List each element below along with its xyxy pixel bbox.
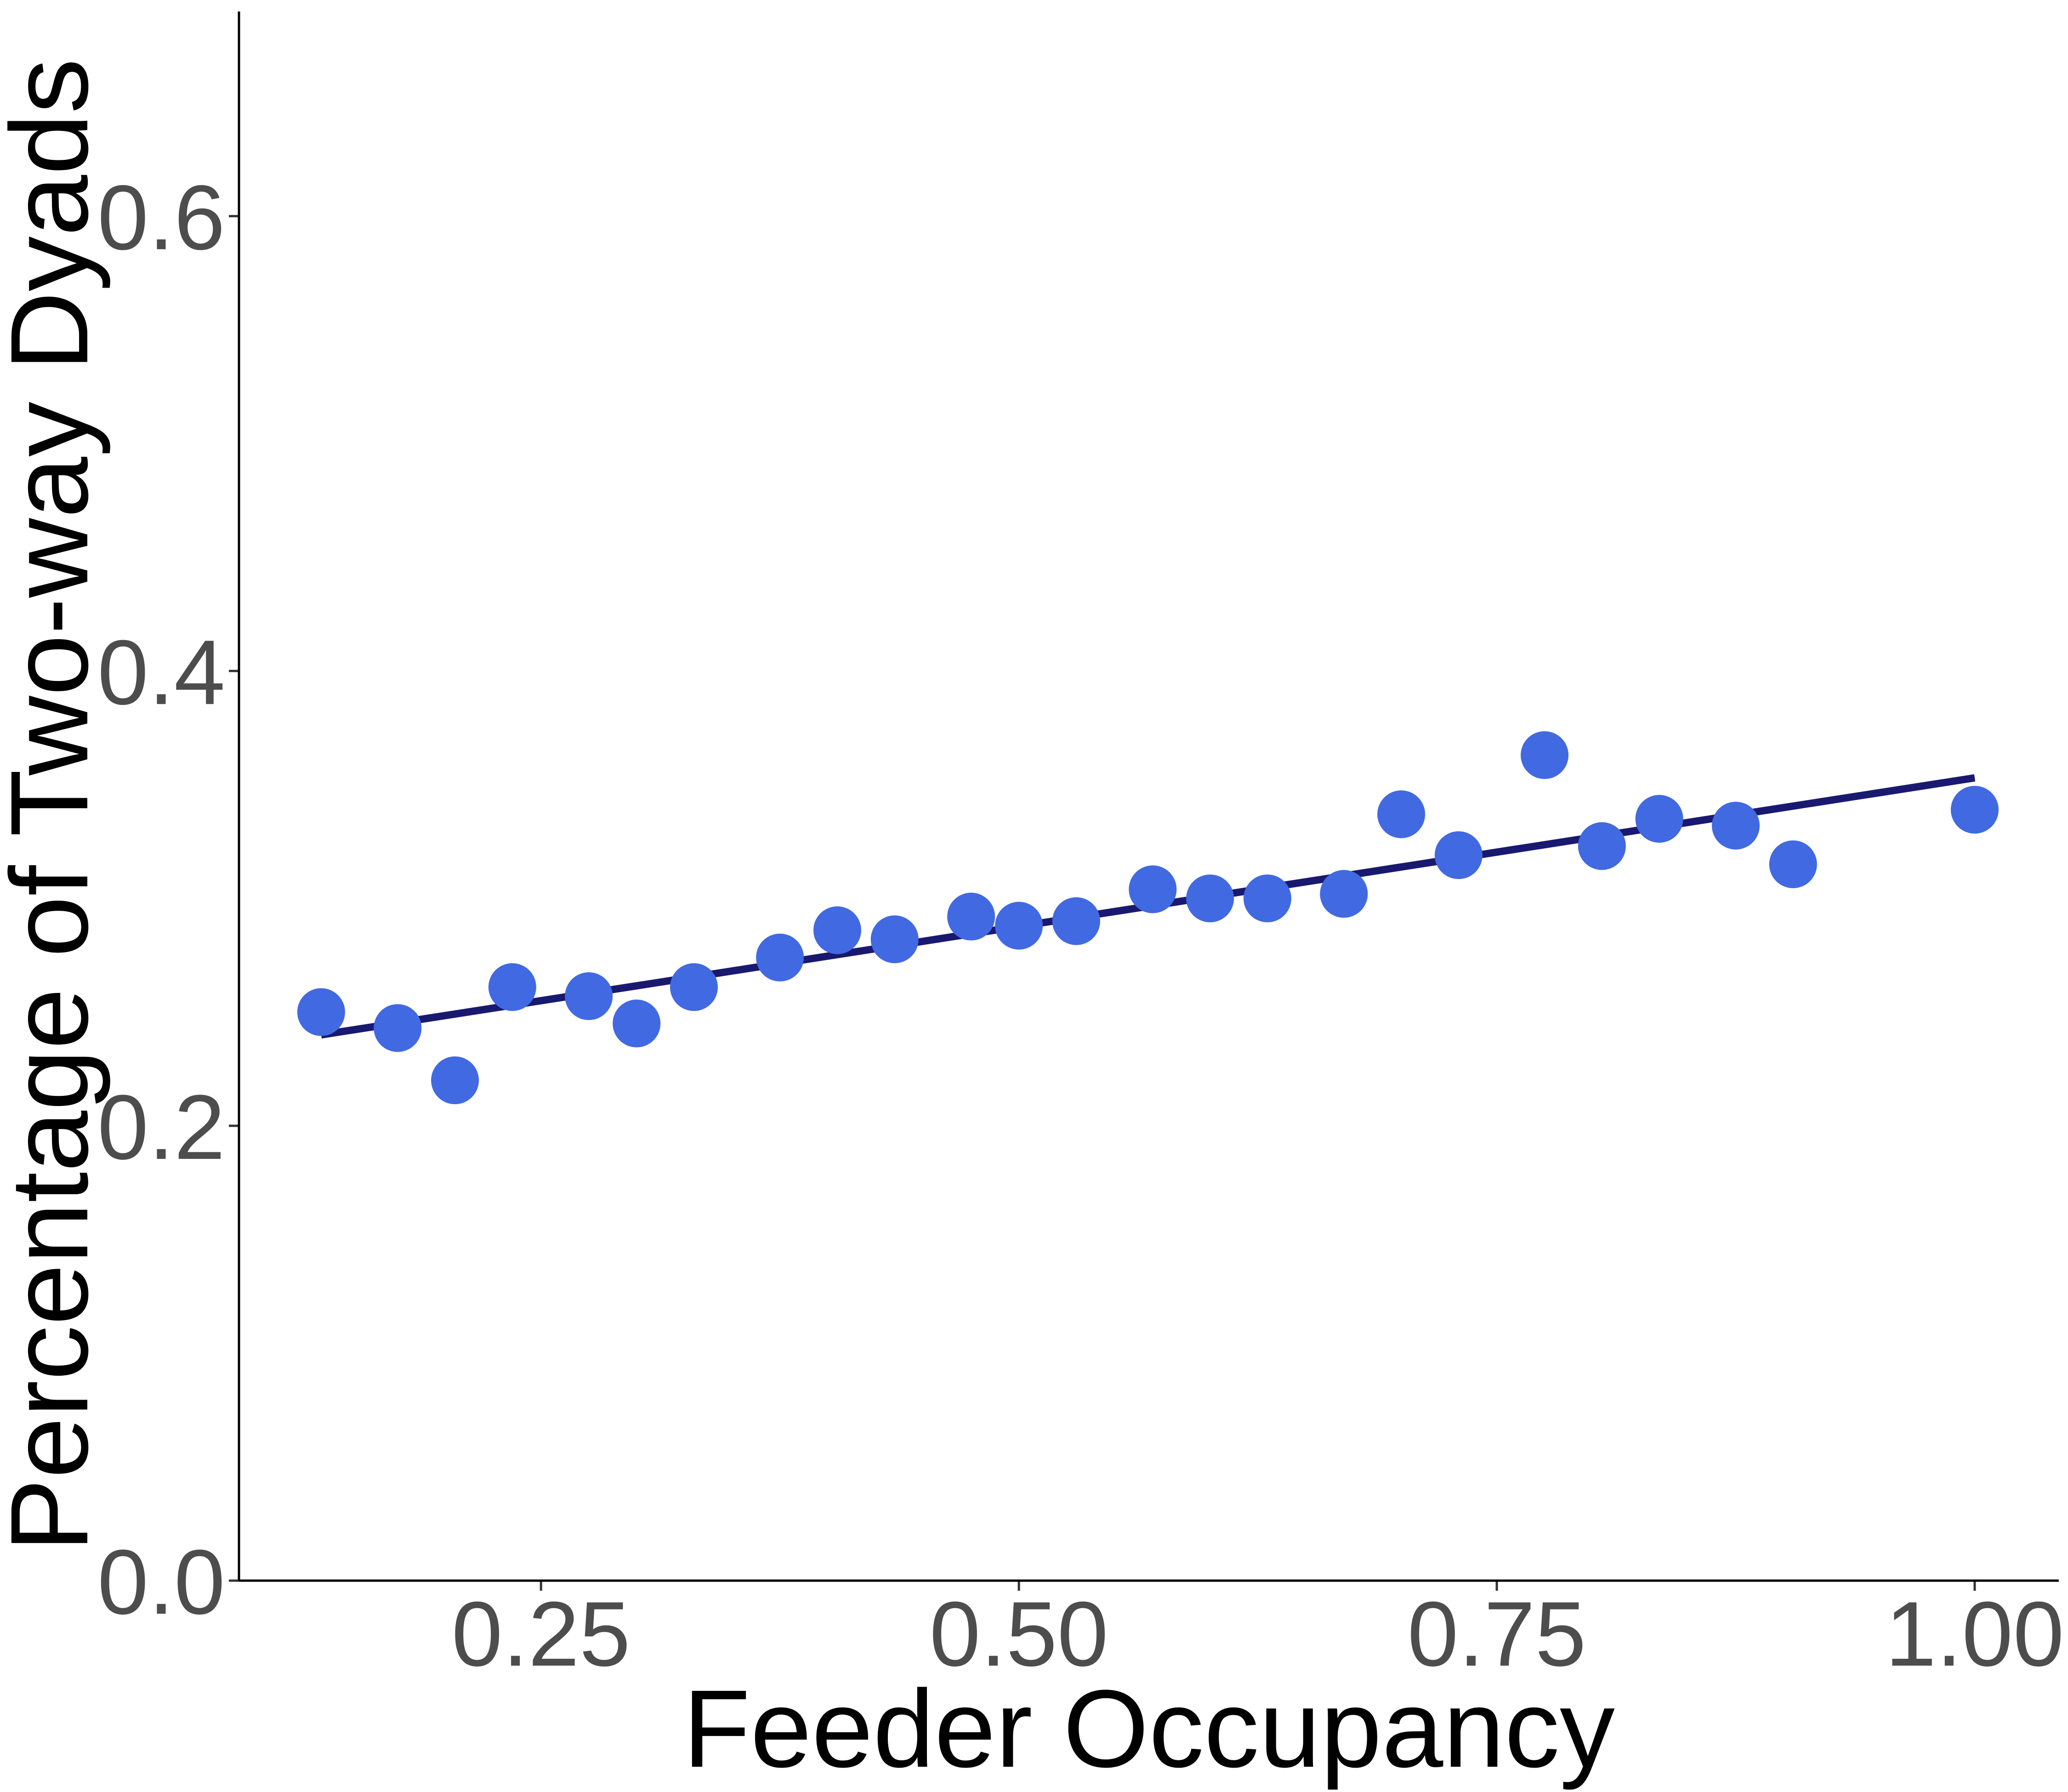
- data-point: [870, 915, 919, 964]
- data-points: [297, 731, 1999, 1105]
- data-point: [995, 902, 1043, 950]
- data-point: [431, 1056, 479, 1105]
- data-point: [488, 963, 536, 1011]
- data-point: [947, 892, 995, 941]
- data-point: [1521, 731, 1569, 779]
- y-axis-title: Percentage of Two-way Dyads: [0, 58, 111, 1552]
- data-point: [1129, 865, 1177, 913]
- y-tick-label: 0.4: [97, 621, 225, 724]
- data-point: [1377, 790, 1426, 839]
- x-axis-title: Feeder Occupancy: [683, 1667, 1615, 1790]
- data-point: [670, 963, 718, 1011]
- y-tick-label: 0.0: [97, 1531, 225, 1633]
- data-point: [613, 999, 661, 1048]
- x-axis-ticks: 0.25 0.50 0.75 1.00: [452, 1581, 2064, 1685]
- data-point: [1052, 897, 1100, 945]
- y-tick-label: 0.2: [97, 1076, 225, 1179]
- data-point: [1950, 786, 1999, 834]
- x-tick-label: 0.50: [930, 1583, 1108, 1685]
- x-tick-label: 0.25: [452, 1583, 631, 1685]
- data-point: [1243, 874, 1291, 923]
- data-point: [756, 933, 804, 981]
- y-axis-ticks: 0.0 0.2 0.4 0.6: [97, 166, 239, 1633]
- y-tick-label: 0.6: [97, 166, 225, 269]
- data-point: [813, 906, 861, 954]
- data-point: [1578, 822, 1626, 870]
- x-tick-label: 1.00: [1885, 1583, 2064, 1685]
- data-point: [374, 1004, 422, 1052]
- data-point: [1635, 794, 1683, 843]
- x-tick-label: 0.75: [1407, 1583, 1586, 1685]
- data-point: [1769, 840, 1817, 888]
- data-point: [1434, 831, 1483, 879]
- data-point: [1320, 870, 1368, 918]
- data-point: [565, 972, 613, 1021]
- data-point: [1712, 801, 1760, 850]
- data-point: [297, 988, 345, 1036]
- data-point: [1186, 874, 1234, 923]
